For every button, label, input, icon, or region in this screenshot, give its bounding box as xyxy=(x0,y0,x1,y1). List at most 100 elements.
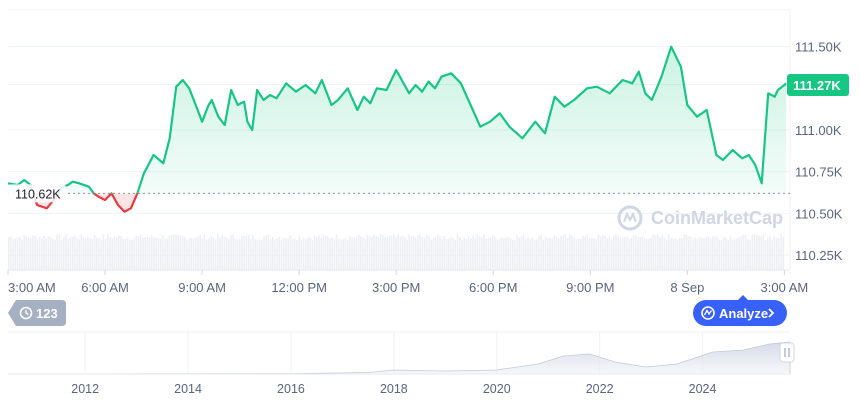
volume-bar xyxy=(230,235,232,270)
volume-bar xyxy=(316,237,318,270)
volume-bar xyxy=(764,239,767,270)
volume-bar xyxy=(212,237,215,270)
volume-bar xyxy=(745,234,747,270)
navigator-tick-label: 2020 xyxy=(483,382,511,396)
volume-bar xyxy=(505,237,507,270)
volume-bar xyxy=(360,236,362,270)
volume-bar xyxy=(219,237,221,270)
volume-bar xyxy=(778,238,780,270)
volume-bar xyxy=(210,236,212,270)
volume-bar xyxy=(531,237,534,270)
volume-bar xyxy=(252,235,254,270)
volume-bar xyxy=(465,238,468,270)
volume-bar xyxy=(626,236,628,270)
y-tick-label: 111.00K xyxy=(795,123,842,138)
volume-bars xyxy=(8,234,784,270)
volume-bar xyxy=(228,239,230,270)
volume-bar xyxy=(214,239,217,270)
volume-bar xyxy=(511,239,514,270)
volume-bar xyxy=(485,238,487,270)
volume-bar xyxy=(19,236,21,270)
volume-bar xyxy=(723,237,725,270)
volume-bar xyxy=(492,234,494,270)
volume-bar xyxy=(111,238,113,270)
volume-bar xyxy=(582,235,584,270)
volume-bar xyxy=(731,239,734,270)
volume-bar xyxy=(619,237,622,270)
volume-bar xyxy=(573,237,575,270)
volume-bar xyxy=(652,234,655,270)
volume-bar xyxy=(769,236,771,270)
volume-bar xyxy=(621,237,624,270)
volume-bar xyxy=(192,238,195,270)
navigator-tick-label: 2014 xyxy=(174,382,202,396)
volume-bar xyxy=(285,238,287,270)
volume-bar xyxy=(41,238,43,270)
volume-bar xyxy=(560,236,562,270)
volume-bar xyxy=(758,235,760,270)
volume-bar xyxy=(569,234,571,270)
volume-bar xyxy=(21,239,23,270)
volume-bar xyxy=(635,235,637,270)
volume-bar xyxy=(247,234,250,270)
y-tick-label: 110.50K xyxy=(795,206,843,221)
watermark-text: CoinMarketCap xyxy=(651,208,783,228)
x-tick-label: 12:00 PM xyxy=(271,280,327,295)
volume-bar xyxy=(399,236,402,270)
volume-bar xyxy=(591,237,593,270)
area-above-baseline xyxy=(8,46,786,194)
volume-bar xyxy=(142,238,144,270)
volume-bar xyxy=(184,236,186,270)
volume-bar xyxy=(168,235,171,270)
history-button[interactable]: 123 xyxy=(8,300,66,326)
volume-bar xyxy=(650,237,652,270)
volume-bar xyxy=(428,235,430,270)
volume-bar xyxy=(335,234,338,270)
volume-bar xyxy=(38,237,41,270)
volume-bar xyxy=(412,236,415,270)
x-tick-label: 8 Sep xyxy=(670,280,704,295)
volume-bar xyxy=(27,237,30,270)
analyze-button[interactable]: Analyze xyxy=(693,295,787,326)
volume-bar xyxy=(221,234,223,270)
volume-bar xyxy=(278,237,281,270)
volume-bar xyxy=(155,237,157,270)
volume-bar xyxy=(190,237,193,270)
analyze-icon xyxy=(701,306,715,320)
x-tick-label: 6:00 PM xyxy=(469,280,517,295)
volume-bar xyxy=(322,234,325,270)
volume-bar xyxy=(643,237,646,270)
volume-bar xyxy=(439,236,441,270)
volume-bar xyxy=(742,234,745,270)
volume-bar xyxy=(417,235,419,270)
y-axis: 111.50K 111.00K 110.75K 110.50K 110.25K xyxy=(795,40,843,263)
volume-bar xyxy=(694,237,696,270)
y-tick-label: 110.75K xyxy=(795,165,843,180)
volume-bar xyxy=(408,234,410,270)
volume-bar xyxy=(478,236,481,270)
volume-bar xyxy=(762,234,765,270)
volume-bar xyxy=(45,239,47,270)
volume-bar xyxy=(60,239,63,270)
volume-bar xyxy=(472,235,474,270)
volume-bar xyxy=(584,236,586,270)
volume-bar xyxy=(690,236,692,270)
current-price-label: 111.27K xyxy=(793,78,841,93)
volume-bar xyxy=(104,238,107,270)
volume-bar xyxy=(481,237,483,270)
volume-bar xyxy=(613,235,615,270)
volume-bar xyxy=(65,234,67,270)
volume-bar xyxy=(69,237,72,270)
volume-bar xyxy=(712,236,714,270)
volume-bar xyxy=(269,239,272,270)
volume-bar xyxy=(540,234,542,270)
volume-bar xyxy=(580,239,582,270)
time-navigator[interactable]: 2012 2014 2016 2018 2020 2022 2024 xyxy=(7,331,795,396)
navigator-handle[interactable] xyxy=(779,342,795,363)
volume-bar xyxy=(503,238,505,270)
volume-bar xyxy=(500,237,503,270)
volume-bar xyxy=(386,237,388,270)
volume-bar xyxy=(448,238,450,270)
volume-bar xyxy=(355,236,358,270)
volume-bar xyxy=(296,239,298,270)
